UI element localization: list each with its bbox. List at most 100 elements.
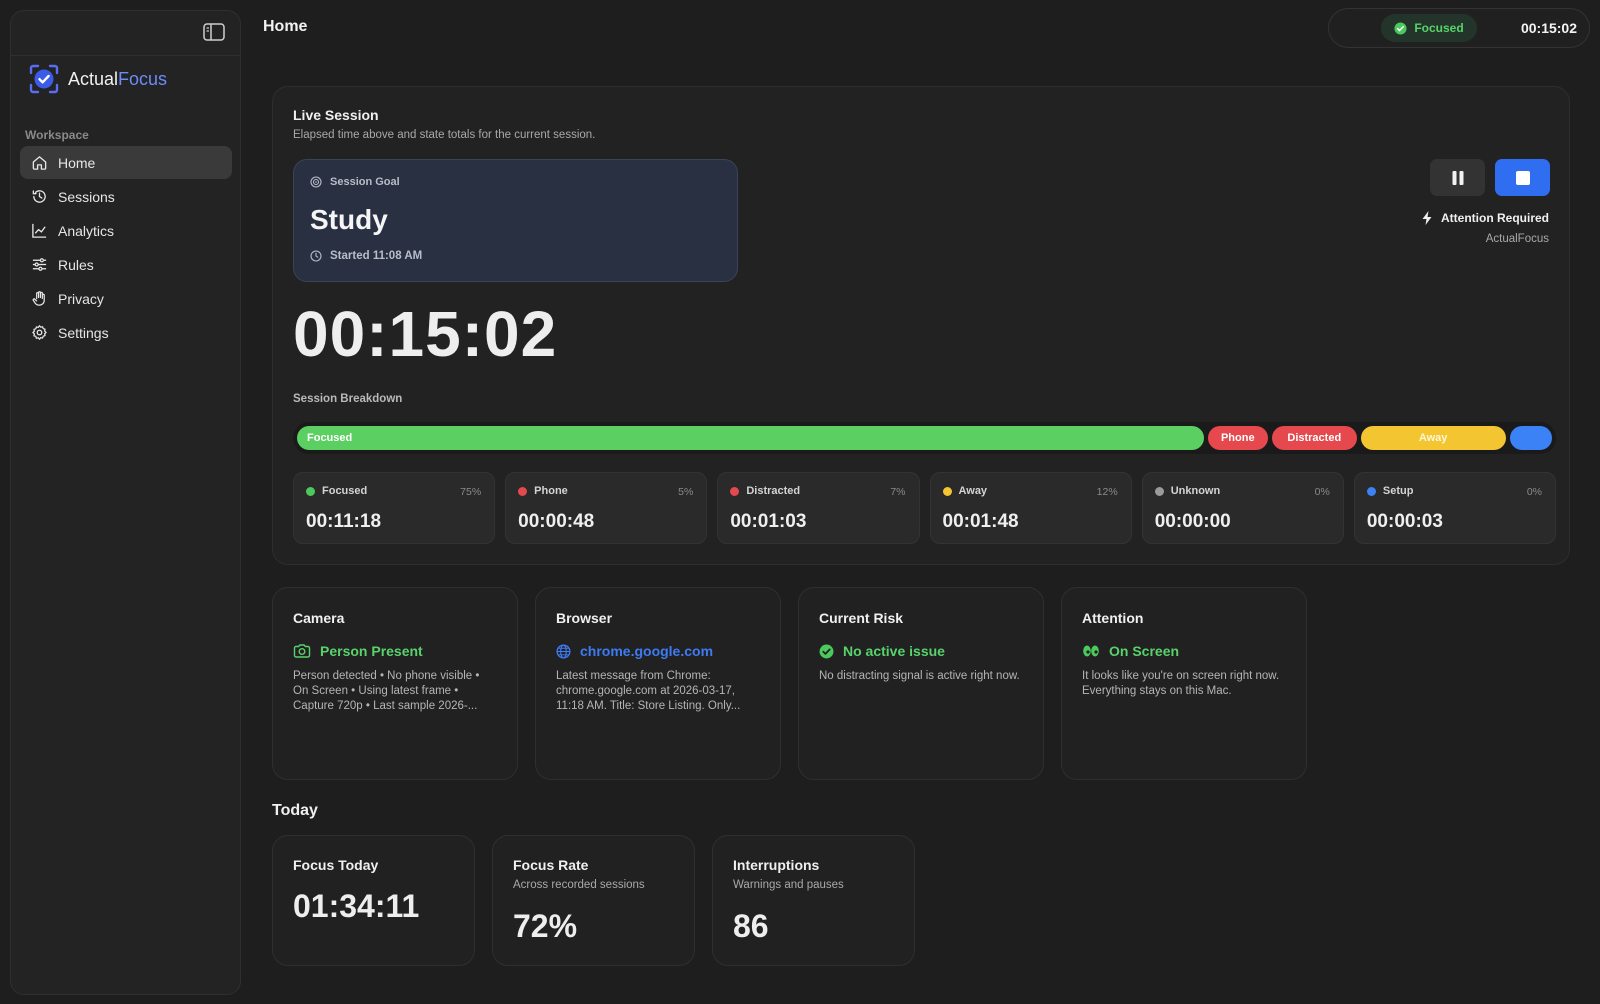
stat-value: 00:00:03 xyxy=(1366,511,1443,532)
camera-icon xyxy=(293,644,311,658)
card-subtitle: Warnings and pauses xyxy=(733,879,844,891)
status-dot xyxy=(730,486,740,496)
sidebar-item-home[interactable]: Home xyxy=(20,146,232,179)
sidebar-item-sessions[interactable]: Sessions xyxy=(20,180,232,213)
stat-focused: Focused 75% 00:11:18 xyxy=(293,472,496,544)
card-title: Current Risk xyxy=(819,610,904,626)
sidebar-nav: Home Sessions Analytics Rules Privacy Se… xyxy=(20,146,232,350)
session-breakdown-label: Session Breakdown xyxy=(293,393,403,405)
chart-line-icon xyxy=(32,223,47,238)
card-title: Browser xyxy=(556,610,613,626)
stat-unknown: Unknown 0% 00:00:00 xyxy=(1141,472,1344,544)
stat-value: 00:11:18 xyxy=(306,511,382,532)
globe-icon xyxy=(556,643,571,659)
live-session-card: Live Session Elapsed time above and stat… xyxy=(272,86,1570,565)
stop-button[interactable] xyxy=(1495,159,1550,196)
session-stats: Focused 75% 00:11:18 Phone 5% 00:00:48 Distrac… xyxy=(293,472,1557,544)
sidebar: ActualFocus Workspace Home Sessions Anal… xyxy=(10,10,241,995)
session-goal-title: Study xyxy=(310,204,388,235)
card-title: Interruptions xyxy=(733,857,820,873)
header-timer: 00:15:02 xyxy=(1520,20,1577,36)
attention-required: Attention Required xyxy=(1422,211,1549,225)
sidebar-item-privacy[interactable]: Privacy xyxy=(20,282,232,315)
page-title: Home xyxy=(263,18,308,35)
history-icon xyxy=(32,190,46,203)
stat-value: 00:00:48 xyxy=(518,511,595,532)
card-title: Attention xyxy=(1082,610,1144,626)
status-badge: Focused xyxy=(1381,14,1477,42)
sidebar-toggle-icon[interactable] xyxy=(202,21,226,43)
session-goal-label: Session Goal xyxy=(310,176,400,188)
bar-segment-away: Away xyxy=(1360,426,1506,450)
home-icon xyxy=(32,156,47,170)
session-started: Started 11:08 AM xyxy=(310,250,422,262)
target-icon xyxy=(310,176,322,188)
app-name: ActualFocus xyxy=(68,68,168,89)
stat-label: Unknown xyxy=(1154,485,1220,497)
check-circle-icon xyxy=(1394,21,1407,35)
stat-percent: 0% xyxy=(1526,486,1543,498)
stat-label: Setup xyxy=(1366,485,1413,497)
stat-value: 00:00:00 xyxy=(1154,511,1231,532)
top-status-bar: Focused 00:15:02 xyxy=(1328,8,1590,48)
live-session-title: Live Session xyxy=(293,107,379,123)
attention-card: Attention On Screen It looks like you're… xyxy=(1061,587,1307,780)
sidebar-divider xyxy=(11,55,240,56)
clock-icon xyxy=(310,250,322,262)
sidebar-item-label: Rules xyxy=(58,256,94,273)
sidebar-item-label: Analytics xyxy=(58,222,115,239)
elapsed-timer: 00:15:02 xyxy=(293,298,558,370)
section-label-workspace: Workspace xyxy=(25,128,89,142)
stat-label: Phone xyxy=(518,485,568,497)
stat-percent: 7% xyxy=(890,486,906,498)
card-title: Focus Rate xyxy=(513,857,589,873)
interruptions-card: Interruptions Warnings and pauses 86 xyxy=(712,835,915,966)
stat-percent: 0% xyxy=(1314,486,1330,498)
check-circle-icon xyxy=(819,644,834,658)
status-dot xyxy=(306,486,315,496)
focus-rate-card: Focus Rate Across recorded sessions 72% xyxy=(492,835,695,966)
hand-icon xyxy=(32,291,45,306)
sidebar-item-label: Home xyxy=(58,154,96,171)
pause-icon xyxy=(1452,170,1463,185)
browser-status[interactable]: chrome.google.com xyxy=(556,643,713,659)
focus-today-value: 01:34:11 xyxy=(293,888,420,924)
card-subtitle: Across recorded sessions xyxy=(513,879,645,891)
card-description: Latest message from Chrome: chrome.googl… xyxy=(556,670,741,712)
status-dot xyxy=(942,486,952,496)
card-description: No distracting signal is active right no… xyxy=(819,670,1020,682)
current-risk-card: Current Risk No active issue No distract… xyxy=(798,587,1044,780)
today-cards: Focus Today 01:34:11 Focus Rate Across r… xyxy=(272,835,915,966)
session-breakdown-bar: Focused Phone Distracted Away xyxy=(293,422,1556,454)
stat-percent: 75% xyxy=(460,486,482,498)
bar-segment-setup xyxy=(1509,426,1552,450)
stop-icon xyxy=(1515,170,1530,185)
eyes-icon xyxy=(1083,645,1099,657)
focus-rate-value: 72% xyxy=(513,908,578,944)
status-dot xyxy=(518,486,528,496)
card-description: Person detected • No phone visible • On … xyxy=(293,670,480,712)
app-logo: ActualFocus xyxy=(28,63,167,95)
sliders-icon xyxy=(32,258,47,271)
bar-segment-phone: Phone xyxy=(1207,426,1268,450)
stat-percent: 5% xyxy=(678,486,694,498)
pause-button[interactable] xyxy=(1430,159,1485,196)
sidebar-item-label: Sessions xyxy=(58,188,115,205)
stat-percent: 12% xyxy=(1096,486,1118,498)
sidebar-item-rules[interactable]: Rules xyxy=(20,248,232,281)
attention-status: On Screen xyxy=(1082,643,1179,659)
stat-label: Focused xyxy=(306,485,367,497)
today-heading: Today xyxy=(272,802,318,819)
live-session-subtitle: Elapsed time above and state totals for … xyxy=(293,129,596,141)
stat-phone: Phone 5% 00:00:48 xyxy=(505,472,708,544)
sidebar-item-label: Privacy xyxy=(58,290,104,307)
sidebar-item-settings[interactable]: Settings xyxy=(20,316,232,349)
risk-status: No active issue xyxy=(819,643,945,659)
session-goal-card: Session Goal Study Started 11:08 AM xyxy=(293,159,738,282)
status-dot xyxy=(1154,486,1164,496)
status-cards: Camera Person Present Person detected • … xyxy=(272,587,1307,780)
sidebar-item-analytics[interactable]: Analytics xyxy=(20,214,232,247)
stat-label: Distracted xyxy=(730,485,800,497)
camera-card: Camera Person Present Person detected • … xyxy=(272,587,518,780)
stat-value: 00:01:48 xyxy=(942,511,1019,532)
